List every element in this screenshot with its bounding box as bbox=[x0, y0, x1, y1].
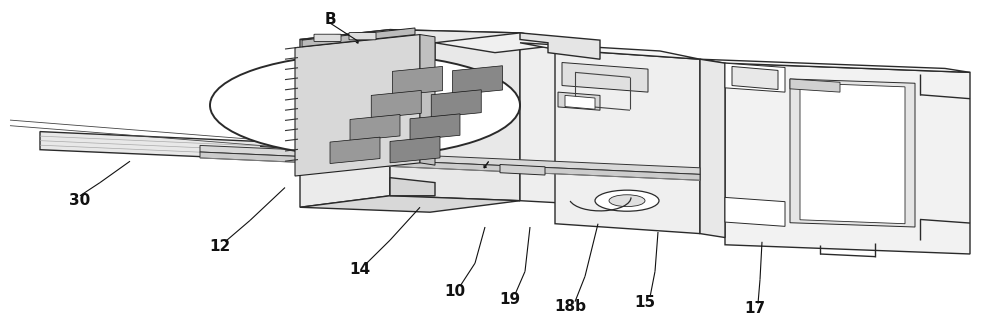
Polygon shape bbox=[390, 30, 435, 72]
Polygon shape bbox=[350, 114, 400, 141]
Polygon shape bbox=[390, 30, 520, 201]
Polygon shape bbox=[371, 90, 421, 118]
Polygon shape bbox=[725, 63, 785, 92]
Text: 17: 17 bbox=[744, 301, 766, 316]
Polygon shape bbox=[200, 145, 700, 174]
Circle shape bbox=[609, 195, 645, 207]
Text: B: B bbox=[324, 12, 336, 27]
Text: 19: 19 bbox=[499, 292, 521, 307]
Polygon shape bbox=[390, 137, 440, 163]
Polygon shape bbox=[520, 33, 580, 204]
Polygon shape bbox=[200, 152, 700, 180]
Text: 10: 10 bbox=[444, 284, 466, 299]
Polygon shape bbox=[410, 114, 460, 140]
Circle shape bbox=[210, 54, 520, 156]
Polygon shape bbox=[452, 66, 502, 95]
Polygon shape bbox=[302, 28, 415, 47]
Text: 14: 14 bbox=[349, 262, 371, 277]
Polygon shape bbox=[300, 30, 520, 43]
Polygon shape bbox=[500, 164, 545, 175]
Polygon shape bbox=[790, 79, 915, 227]
Polygon shape bbox=[555, 49, 700, 234]
Polygon shape bbox=[725, 63, 970, 254]
Polygon shape bbox=[725, 197, 785, 226]
Polygon shape bbox=[732, 66, 778, 89]
Polygon shape bbox=[562, 63, 648, 92]
Polygon shape bbox=[40, 132, 550, 172]
Polygon shape bbox=[558, 92, 600, 110]
Polygon shape bbox=[300, 30, 390, 207]
Polygon shape bbox=[700, 59, 725, 238]
Text: 18b: 18b bbox=[554, 299, 586, 314]
Polygon shape bbox=[300, 196, 520, 212]
Polygon shape bbox=[390, 178, 435, 196]
Polygon shape bbox=[431, 90, 481, 117]
Text: 30: 30 bbox=[69, 193, 91, 208]
Polygon shape bbox=[565, 95, 595, 109]
FancyBboxPatch shape bbox=[349, 33, 376, 40]
Polygon shape bbox=[790, 79, 840, 92]
Polygon shape bbox=[392, 66, 442, 96]
Polygon shape bbox=[520, 33, 600, 59]
Circle shape bbox=[595, 190, 659, 211]
Polygon shape bbox=[520, 43, 700, 59]
Text: 15: 15 bbox=[634, 294, 656, 310]
Polygon shape bbox=[800, 83, 905, 224]
Polygon shape bbox=[700, 59, 970, 72]
Polygon shape bbox=[295, 35, 420, 176]
Polygon shape bbox=[420, 35, 435, 165]
Polygon shape bbox=[435, 33, 580, 53]
Circle shape bbox=[798, 124, 882, 152]
FancyBboxPatch shape bbox=[314, 34, 341, 41]
Text: 12: 12 bbox=[209, 239, 231, 254]
Polygon shape bbox=[330, 137, 380, 164]
